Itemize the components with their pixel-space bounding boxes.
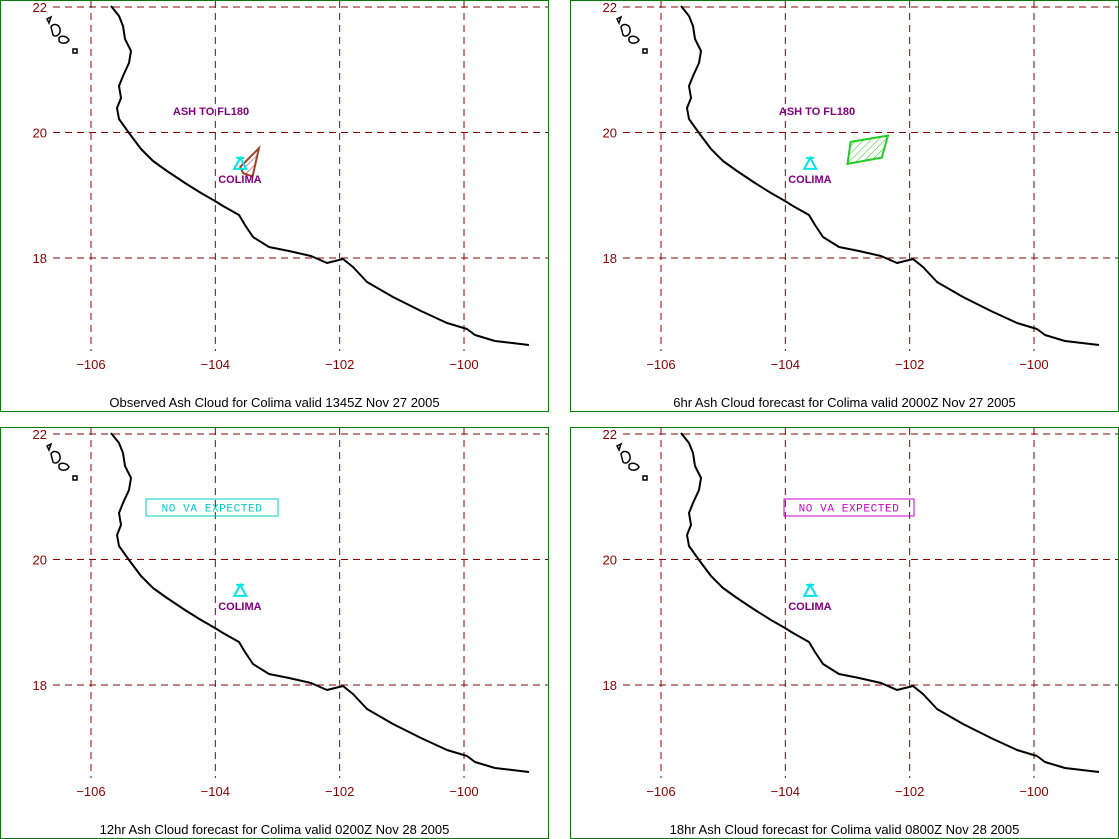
lon-tick-label: −104: [771, 357, 800, 372]
volcano-label: COLIMA: [788, 174, 831, 186]
island-outline: [615, 442, 623, 452]
lat-tick-label: 20: [603, 553, 617, 568]
island-outline: [58, 35, 70, 44]
island-outline: [620, 23, 631, 37]
volcano-triangle-icon: [802, 155, 818, 170]
lon-tick-label: −102: [895, 784, 924, 799]
map-panel-2: −106 −104 −102 −100 22 20 18 COLIMA ASH TO FL180…: [570, 0, 1119, 412]
island-outline: [628, 462, 640, 471]
coastline: [680, 5, 1100, 346]
volcano-triangle-icon: [232, 582, 248, 597]
map-canvas: −106 −104 −102 −100 22 20 18 COLIMA NO VA EXPECT…: [33, 427, 548, 799]
island-outline: [615, 15, 623, 25]
lat-tick-label: 22: [33, 0, 47, 15]
lat-tick-label: 20: [603, 126, 617, 141]
lon-tick-label: −104: [201, 357, 230, 372]
island-outline: [72, 475, 78, 481]
island-outline: [642, 475, 648, 481]
lon-tick-label: −100: [1019, 357, 1048, 372]
no-va-expected-box: [145, 498, 279, 517]
lon-tick-label: −106: [76, 357, 105, 372]
map-canvas: −106 −104 −102 −100 22 20 18 COLIMA ASH TO FL180: [33, 0, 548, 372]
no-va-expected-text: NO VA EXPECTED: [799, 504, 900, 516]
panel-caption: 12hr Ash Cloud forecast for Colima valid…: [99, 822, 450, 837]
coastline: [680, 432, 1100, 773]
island-outline: [45, 442, 53, 452]
lon-tick-label: −106: [76, 784, 105, 799]
lat-tick-label: 18: [603, 251, 617, 266]
map-canvas: −106 −104 −102 −100 22 20 18 COLIMA ASH TO FL180: [603, 0, 1118, 372]
no-va-expected-box: [783, 498, 915, 517]
no-va-expected-text: NO VA EXPECTED: [162, 504, 263, 516]
lon-tick-label: −104: [771, 784, 800, 799]
panel-caption: 6hr Ash Cloud forecast for Colima valid …: [673, 395, 1016, 410]
island-outline: [72, 48, 78, 54]
lat-tick-label: 20: [33, 126, 47, 141]
lat-tick-label: 22: [33, 427, 47, 442]
volcano-label: COLIMA: [218, 601, 261, 613]
volcano-triangle-icon: [232, 155, 248, 170]
island-outline: [628, 35, 640, 44]
lon-tick-label: −102: [325, 784, 354, 799]
lat-tick-label: 18: [33, 251, 47, 266]
island-outline: [58, 462, 70, 471]
island-outline: [50, 450, 61, 464]
island-outline: [620, 450, 631, 464]
lat-tick-label: 22: [603, 427, 617, 442]
lon-tick-label: −100: [449, 357, 478, 372]
map-canvas: −106 −104 −102 −100 22 20 18 COLIMA NO VA EXPECT…: [603, 427, 1118, 799]
volcano-label: COLIMA: [218, 174, 261, 186]
map-panel-3: −106 −104 −102 −100 22 20 18 COLIMA NO VA EXPECT…: [0, 427, 549, 839]
lat-tick-label: 18: [33, 678, 47, 693]
lon-tick-label: −100: [1019, 784, 1048, 799]
panel-caption: Observed Ash Cloud for Colima valid 1345…: [109, 395, 440, 410]
ash-level-label: ASH TO FL180: [779, 106, 855, 118]
island-outline: [642, 48, 648, 54]
lon-tick-label: −106: [646, 784, 675, 799]
ash-level-label: ASH TO FL180: [173, 106, 249, 118]
lon-tick-label: −102: [895, 357, 924, 372]
map-panel-1: −106 −104 −102 −100 22 20 18 COLIMA ASH TO FL180…: [0, 0, 549, 412]
lon-tick-label: −102: [325, 357, 354, 372]
lat-tick-label: 18: [603, 678, 617, 693]
coastline: [110, 432, 530, 773]
forecast-ash-cloud: [846, 134, 890, 166]
lon-tick-label: −104: [201, 784, 230, 799]
lat-tick-label: 20: [33, 553, 47, 568]
volcano-triangle-icon: [802, 582, 818, 597]
lon-tick-label: −100: [449, 784, 478, 799]
island-outline: [50, 23, 61, 37]
coastline: [110, 5, 530, 346]
map-panel-4: −106 −104 −102 −100 22 20 18 COLIMA NO VA EXPECT…: [570, 427, 1119, 839]
panel-caption: 18hr Ash Cloud forecast for Colima valid…: [669, 822, 1020, 837]
island-outline: [45, 15, 53, 25]
lon-tick-label: −106: [646, 357, 675, 372]
lat-tick-label: 22: [603, 0, 617, 15]
volcano-label: COLIMA: [788, 601, 831, 613]
